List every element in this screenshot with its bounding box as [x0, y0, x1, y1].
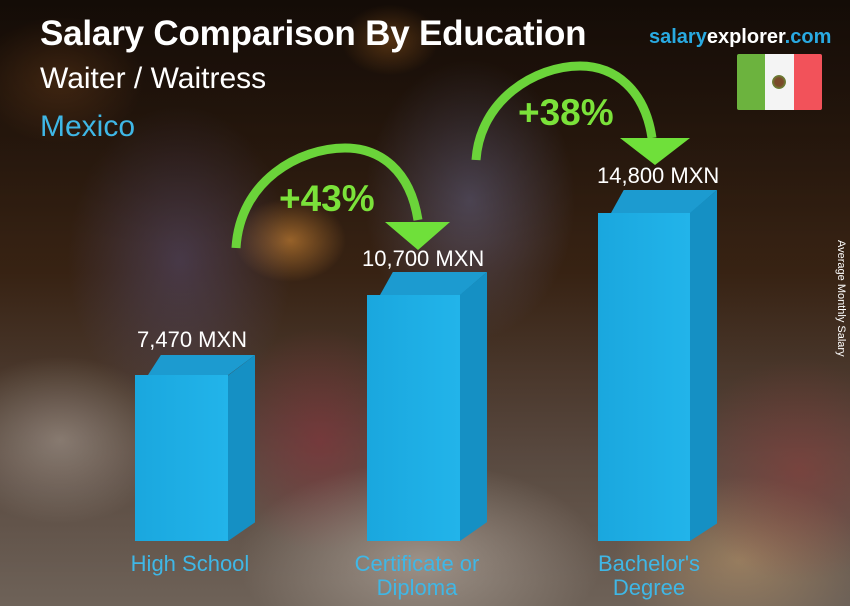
increase-arrow-2-icon	[471, 61, 690, 165]
bar-top-face	[611, 190, 717, 213]
increase-label-1: +43%	[279, 178, 375, 219]
country-label: Mexico	[40, 110, 136, 143]
category-line: Degree	[612, 575, 686, 600]
flag-emblem-icon	[772, 75, 787, 89]
category-line: Certificate or	[354, 551, 480, 576]
category-label-bachelors: Bachelor's Degree	[569, 552, 729, 600]
y-axis-label: Average Monthly Salary	[835, 240, 847, 357]
brand-part-explorer: explorer	[706, 26, 785, 48]
category-label-high-school: High School	[110, 552, 270, 576]
mexico-flag-icon	[737, 54, 822, 110]
chart-title: Salary Comparison By Education	[40, 14, 587, 53]
job-title: Waiter / Waitress	[40, 62, 267, 95]
brand-part-com: .com	[784, 26, 832, 48]
brand-logo[interactable]: salaryexplorer.com	[649, 26, 831, 49]
category-line: High School	[130, 551, 250, 576]
increase-arrow-1-icon	[231, 143, 450, 250]
value-label-bachelors: 14,800 MXN	[597, 163, 720, 188]
value-label-certificate: 10,700 MXN	[362, 246, 485, 271]
bar-front-face	[135, 375, 228, 541]
bar-side-face	[228, 355, 255, 541]
brand-part-salary: salary	[649, 26, 707, 48]
increase-label-2: +38%	[518, 92, 614, 133]
category-line: Diploma	[376, 575, 458, 600]
bar-top-face	[148, 355, 255, 375]
bar-side-face	[690, 190, 717, 541]
bar-top-face	[380, 272, 487, 295]
bar-front-face	[367, 295, 460, 541]
bar-side-face	[460, 272, 487, 541]
category-label-certificate: Certificate or Diploma	[337, 552, 497, 600]
value-label-high-school: 7,470 MXN	[137, 327, 248, 352]
bar-front-face	[598, 213, 690, 541]
category-line: Bachelor's	[597, 551, 701, 576]
